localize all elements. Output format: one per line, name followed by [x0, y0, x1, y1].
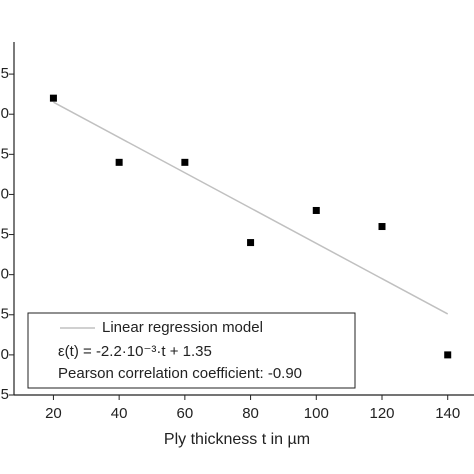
legend-text: ε(t) = -2.2·10⁻³·t + 1.35 [58, 343, 212, 360]
x-tick-label: 80 [242, 405, 259, 422]
x-tick-label: 60 [177, 405, 194, 422]
regression-line [53, 101, 449, 315]
data-point [312, 206, 320, 214]
legend-text: Pearson correlation coefficient: -0.90 [58, 365, 302, 382]
legend-box [27, 312, 356, 389]
data-point [115, 158, 123, 166]
x-tick-label: 40 [111, 405, 128, 422]
legend-label: Linear regression model [102, 319, 263, 336]
x-tick-label: 120 [369, 405, 394, 422]
y-tick-label: 1.25 [0, 145, 9, 162]
y-tick-label: 1.30 [0, 105, 9, 122]
data-point [49, 94, 57, 102]
data-point [181, 158, 189, 166]
data-point [444, 351, 452, 359]
y-tick-label: 1.05 [0, 306, 9, 323]
data-point [247, 239, 255, 247]
x-tick-label: 100 [304, 405, 329, 422]
x-tick-label: 20 [45, 405, 62, 422]
x-tick-label: 140 [435, 405, 460, 422]
y-tick-label: 1.10 [0, 266, 9, 283]
y-tick-label: 1.20 [0, 185, 9, 202]
y-tick-label: 1.35 [0, 65, 9, 82]
y-tick-label: 1.15 [0, 226, 9, 243]
x-axis-label: Ply thickness t in µm [164, 431, 310, 448]
y-tick-label: 0.95 [0, 386, 9, 403]
y-tick-label: 1.00 [0, 346, 9, 363]
data-point [378, 223, 386, 231]
